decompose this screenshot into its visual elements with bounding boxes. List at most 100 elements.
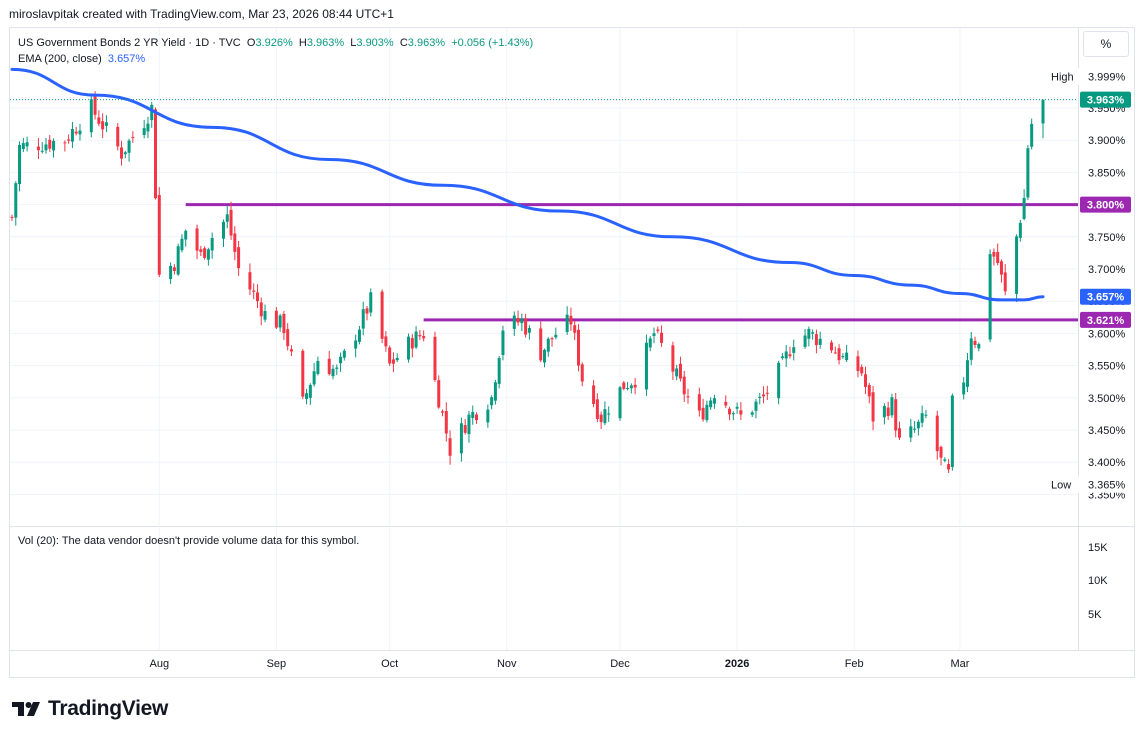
candle-body <box>592 385 596 404</box>
price-axis-separator <box>1078 28 1079 650</box>
candle <box>120 140 124 166</box>
candle <box>845 344 849 362</box>
candle-body <box>573 325 577 333</box>
candle-body <box>792 347 796 353</box>
candle-body <box>784 351 788 359</box>
candle <box>1018 220 1022 242</box>
candle-body <box>229 209 233 236</box>
low-value: 3.365% <box>1088 480 1126 492</box>
candle-body <box>977 343 981 349</box>
candle-body <box>652 333 656 336</box>
candle <box>89 94 93 138</box>
candle <box>644 334 648 396</box>
tradingview-wordmark: TradingView <box>48 697 169 720</box>
low-label: Low <box>1051 480 1071 492</box>
candle-body <box>856 356 860 372</box>
candle <box>542 348 546 368</box>
candle-body <box>603 409 607 424</box>
candle <box>206 247 210 266</box>
candle <box>818 331 822 349</box>
candle-body <box>410 338 414 349</box>
candle <box>803 329 807 349</box>
candle-body <box>444 411 448 434</box>
candle-body <box>724 401 728 406</box>
candle <box>573 320 577 341</box>
time-axis-separator <box>10 650 1134 651</box>
candle-body <box>331 368 335 377</box>
ema-label[interactable]: EMA (200, close) <box>18 53 102 65</box>
candle-body <box>527 327 531 333</box>
candle-body <box>871 392 875 422</box>
candle <box>913 420 917 433</box>
candle-body <box>380 291 384 339</box>
candle-body <box>542 349 546 363</box>
candle-body <box>671 345 675 372</box>
candle <box>739 401 743 420</box>
candle <box>629 383 633 394</box>
candle-body <box>89 99 93 133</box>
candle-body <box>754 401 758 411</box>
candle <box>920 405 924 428</box>
candle-body <box>833 352 837 354</box>
candle-body <box>237 247 241 269</box>
volume-tick-label: 5K <box>1088 609 1102 621</box>
candle-body <box>305 393 309 400</box>
symbol-title[interactable]: US Government Bonds 2 YR Yield · 1D · TV… <box>18 37 241 49</box>
candle <box>1026 145 1030 200</box>
candle-body <box>120 147 124 159</box>
candle <box>882 403 886 425</box>
candle <box>157 187 161 278</box>
candle <box>123 150 127 159</box>
price-tag-box <box>1080 91 1131 108</box>
volume-tick-label: 10K <box>1088 575 1108 587</box>
candle <box>777 360 781 405</box>
candle <box>569 307 573 331</box>
candle <box>369 288 373 317</box>
legend-row-ema: EMA (200, close) 3.657% <box>18 51 533 67</box>
volume-note: Vol (20): The data vendor doesn't provid… <box>18 535 360 547</box>
x-tick-label: Aug <box>149 658 169 670</box>
candle-body <box>803 335 807 347</box>
price-tag-box <box>1080 311 1131 328</box>
candle-body <box>286 329 290 347</box>
candle-body <box>867 385 871 397</box>
candle <box>860 364 864 377</box>
close-label: C <box>399 37 408 49</box>
percent-scale-button[interactable]: % <box>1083 31 1129 57</box>
candle <box>301 348 305 400</box>
candle-body <box>1003 272 1007 292</box>
candle-body <box>629 385 633 389</box>
candle <box>407 333 411 363</box>
candle <box>255 284 259 309</box>
candle <box>554 327 558 340</box>
candle-body <box>206 249 210 260</box>
candle <box>391 352 395 373</box>
candle <box>712 394 716 409</box>
y-tick-label: 3.700% <box>1088 264 1126 276</box>
candle <box>475 412 479 424</box>
candle-body <box>448 438 452 456</box>
candle <box>580 362 584 387</box>
chart-attribution: miroslavpitak created with TradingView.c… <box>9 7 394 21</box>
candle-body <box>116 126 120 147</box>
candle-body <box>301 350 305 397</box>
candle-body <box>463 425 467 433</box>
candle-body <box>312 371 316 385</box>
candle-body <box>1015 236 1019 294</box>
candle-body <box>1041 99 1045 124</box>
legend-row-ohlc: US Government Bonds 2 YR Yield · 1D · TV… <box>18 35 533 51</box>
candle-body <box>675 368 679 377</box>
candle <box>988 249 992 343</box>
candle-body <box>565 314 569 332</box>
candle <box>762 386 766 404</box>
high-value: 3.999% <box>1088 71 1126 83</box>
candle <box>524 313 528 338</box>
candle <box>633 378 637 395</box>
candle <box>97 110 101 127</box>
candle <box>890 393 894 418</box>
candle-body <box>391 359 395 364</box>
ema-value: 3.657% <box>107 53 146 65</box>
tradingview-logo[interactable]: TradingView <box>12 697 168 721</box>
candle <box>25 136 29 152</box>
